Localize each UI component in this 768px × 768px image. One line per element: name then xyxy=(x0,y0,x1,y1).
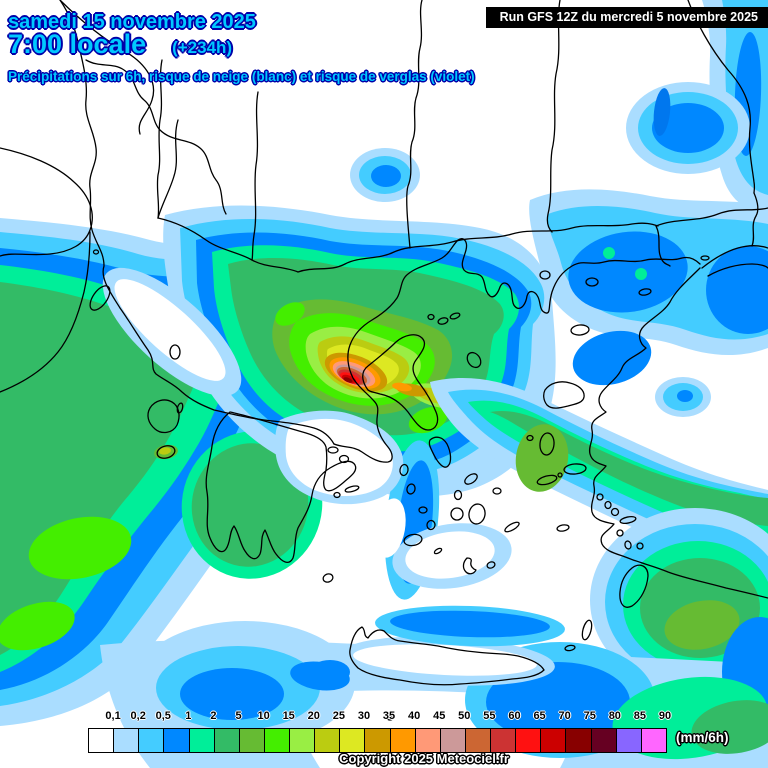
time-row: 7:00 locale (+234h) xyxy=(8,31,232,58)
legend-tick-label: 15 xyxy=(282,710,295,722)
legend-swatch xyxy=(264,729,290,752)
legend-tick-label: 90 xyxy=(658,710,672,722)
legend-swatch xyxy=(164,729,190,752)
legend-tick-label: 5 xyxy=(235,710,242,722)
map-subtitle: Précipitations sur 6h, risque de neige (… xyxy=(8,69,475,84)
legend-swatch xyxy=(340,729,366,752)
legend-tick-label: 60 xyxy=(508,710,521,722)
legend-tick-label: 1 xyxy=(185,710,192,722)
legend-swatch xyxy=(616,729,642,752)
legend-tick-label: 65 xyxy=(533,710,546,722)
legend-tick-label: 50 xyxy=(458,710,471,722)
legend-swatch xyxy=(465,729,491,752)
legend-swatch xyxy=(139,729,165,752)
legend-tick-label: 85 xyxy=(633,710,647,722)
legend-swatch xyxy=(365,729,391,752)
legend-tick-label: 45 xyxy=(433,710,446,722)
legend-swatch xyxy=(239,729,265,752)
legend-swatch xyxy=(541,729,567,752)
legend-tick-label: 20 xyxy=(307,710,320,722)
local-time-label: 7:00 locale xyxy=(8,29,147,59)
legend-swatch xyxy=(189,729,215,752)
legend-swatch xyxy=(415,729,441,752)
legend-tick-label: 80 xyxy=(608,710,621,722)
legend-tick-label: 0,5 xyxy=(155,710,171,722)
legend-swatch xyxy=(641,729,666,752)
model-run-badge: Run GFS 12Z du mercredi 5 novembre 2025 xyxy=(485,7,768,28)
legend: 0,1 0,2 0,5 1 2 5 10 15 20 25 30 35 40 45 50 55 60 65 70 75… xyxy=(88,710,729,753)
legend-swatch xyxy=(491,729,517,752)
legend-swatch xyxy=(315,729,341,752)
legend-tick-label: 70 xyxy=(558,710,571,722)
legend-tick-label: 75 xyxy=(583,710,596,722)
legend-swatches xyxy=(88,728,667,753)
forecast-offset-label: (+234h) xyxy=(172,38,233,57)
legend-swatch xyxy=(516,729,542,752)
legend-tick-label: 25 xyxy=(332,710,345,722)
legend-swatch xyxy=(290,729,316,752)
legend-tick-label: 2 xyxy=(210,710,217,722)
legend-swatch xyxy=(214,729,240,752)
legend-swatch xyxy=(390,729,416,752)
legend-unit-label: (mm/6h) xyxy=(676,730,729,745)
legend-tick-labels: 0,1 0,2 0,5 1 2 5 10 15 20 25 30 35 40 45 50 55 60 65 70 75… xyxy=(88,710,671,725)
legend-tick-label: 40 xyxy=(408,710,421,722)
legend-tick-label: 55 xyxy=(483,710,496,722)
legend-swatch xyxy=(114,729,140,752)
legend-tick-label: 0,2 xyxy=(130,710,146,722)
coastlines xyxy=(0,0,768,721)
legend-swatch xyxy=(591,729,617,752)
copyright-label: Copyright 2025 Meteociel.fr xyxy=(339,751,509,766)
legend-swatch xyxy=(89,729,115,752)
date-label: samedi 15 novembre 2025 xyxy=(8,11,256,33)
legend-tick-label: 10 xyxy=(257,710,270,722)
legend-tick-label: 30 xyxy=(357,710,371,722)
legend-tick-label: 35 xyxy=(382,710,396,722)
legend-swatch xyxy=(440,729,466,752)
legend-tick-label: 0,1 xyxy=(105,710,121,722)
legend-swatch xyxy=(566,729,592,752)
